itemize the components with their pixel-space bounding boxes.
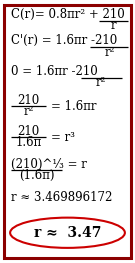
Text: r²: r² bbox=[23, 105, 33, 118]
Text: r²: r² bbox=[104, 46, 114, 59]
Text: 210: 210 bbox=[17, 94, 39, 108]
Text: (1.6π): (1.6π) bbox=[19, 169, 54, 183]
Text: C(r)= 0.8πr² + 210: C(r)= 0.8πr² + 210 bbox=[11, 8, 125, 21]
Text: (210)^¹⁄₃ = r: (210)^¹⁄₃ = r bbox=[11, 158, 87, 171]
Text: r ≈ 3.469896172: r ≈ 3.469896172 bbox=[11, 191, 112, 204]
Text: C'(r) = 1.6πr -210: C'(r) = 1.6πr -210 bbox=[11, 34, 117, 47]
Text: 0 = 1.6πr -210: 0 = 1.6πr -210 bbox=[11, 64, 98, 78]
Text: 1.6π: 1.6π bbox=[15, 136, 41, 149]
Text: r: r bbox=[111, 19, 116, 32]
Text: r²: r² bbox=[96, 76, 106, 89]
Text: r ≈  3.47: r ≈ 3.47 bbox=[34, 226, 101, 240]
Text: 210: 210 bbox=[17, 125, 39, 138]
Text: = 1.6πr: = 1.6πr bbox=[51, 100, 97, 113]
Text: = r³: = r³ bbox=[51, 131, 75, 144]
